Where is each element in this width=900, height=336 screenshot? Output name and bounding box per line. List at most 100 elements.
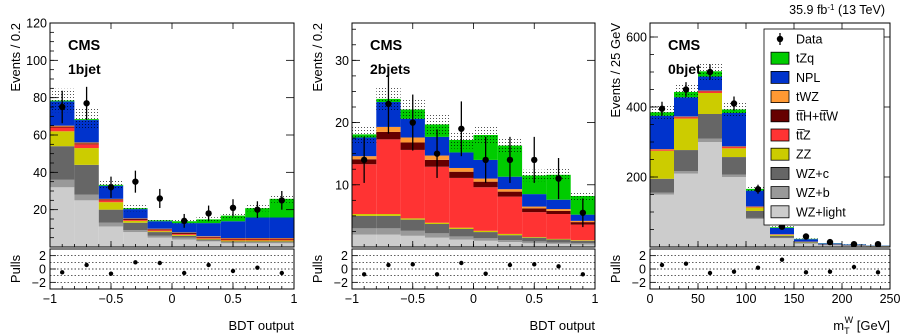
bar-segment [818, 245, 842, 247]
experiment-label: CMS [68, 38, 101, 54]
bar-segment [650, 194, 674, 247]
series-zz [352, 214, 595, 241]
data-point [730, 100, 738, 107]
bar-segment [376, 215, 401, 229]
pull-point [60, 270, 65, 275]
bar-segment [147, 228, 172, 230]
bar-segment [74, 142, 99, 144]
bar-segment [245, 240, 270, 242]
bar-segment [497, 235, 523, 241]
bar-segment [570, 240, 595, 244]
pull-point [206, 262, 211, 268]
legend-label: tZq [796, 52, 814, 66]
bar-segment [74, 144, 99, 149]
bar-segment [220, 221, 246, 239]
bar-segment [269, 217, 294, 239]
data-point [658, 105, 666, 112]
bar-segment [722, 148, 746, 158]
bar-segment [74, 200, 99, 247]
y-tick-label: 10 [335, 178, 349, 192]
pull-point [483, 271, 488, 276]
bar-segment [770, 227, 794, 235]
pulls-axis-title: Pulls [608, 254, 623, 283]
category-label: 1bjet [68, 61, 101, 77]
bar-segment [147, 231, 172, 233]
y-tick-label: 400 [626, 101, 647, 115]
data-point [579, 209, 587, 216]
bar-segment [473, 181, 498, 188]
bar-segment [650, 149, 674, 151]
pull-point [707, 270, 713, 276]
x-tick-label: −0.5 [400, 292, 425, 306]
y-tick-label: 60 [33, 129, 47, 143]
series-wz-b [352, 228, 595, 245]
pull-point [182, 270, 187, 276]
bar-segment [147, 235, 172, 238]
pull-point [255, 265, 260, 270]
pull-point [683, 261, 689, 266]
bar-segment [123, 220, 148, 223]
legend: Data tZq NPL tWZ tt̅H+tt̅W tt̅Z ZZ WZ+c WZ+b WZ+l… [763, 28, 885, 226]
legend-swatch [770, 186, 790, 200]
uncertainty-band [424, 114, 450, 135]
x-axis-title: BDT output [529, 318, 595, 333]
bar-segment [650, 115, 674, 149]
series-twz [50, 125, 294, 239]
bar-segment [473, 232, 498, 239]
data-point [156, 195, 163, 202]
bar-segment [770, 235, 794, 238]
bar-segment [570, 243, 595, 245]
bar-segment [269, 238, 294, 239]
bar-segment [400, 218, 425, 220]
bar-segment [522, 237, 547, 238]
data-point [385, 100, 392, 108]
uncertainty-band [473, 126, 498, 144]
pull-point [731, 269, 737, 274]
bar-segment [497, 233, 523, 236]
bar-segment [50, 127, 75, 132]
bar-segment [546, 214, 571, 239]
bar-segment [196, 240, 221, 242]
data-point [254, 206, 261, 213]
bar-segment [746, 207, 770, 211]
x-tick-label: −0.5 [99, 292, 124, 306]
bar-segment [722, 174, 746, 177]
bar-segment [424, 222, 450, 224]
bar-segment [722, 112, 746, 147]
legend-entry: tt̅Z [770, 129, 811, 143]
pull-point [580, 272, 586, 277]
bar-segment [220, 215, 246, 222]
y-tick-label: 30 [335, 54, 349, 68]
bar-segment [172, 223, 197, 233]
x-tick-label: −1 [345, 292, 359, 306]
legend-swatch [770, 109, 790, 123]
series-wz-c [352, 215, 595, 244]
bar-segment [74, 164, 99, 195]
x-tick-label: −1 [43, 292, 57, 306]
bar-segment [650, 178, 674, 193]
bar-segment [245, 238, 270, 239]
bar-segment [449, 227, 474, 229]
bar-segment [449, 167, 474, 172]
bar-segment [424, 233, 450, 238]
legend-label: tWZ [796, 90, 819, 104]
bar-segment [352, 234, 377, 247]
main-frame [649, 22, 891, 248]
bar-segment [473, 230, 498, 233]
bar-segment [473, 238, 498, 241]
pull-point [459, 260, 464, 266]
bar-segment [98, 226, 124, 247]
data-point [59, 103, 66, 111]
legend-entry: NPL [770, 71, 820, 85]
bar-segment [50, 179, 75, 188]
pull-point [410, 262, 415, 267]
legend-entry: tt̅H+tt̅W [770, 109, 838, 123]
pull-point [157, 260, 162, 266]
legend-entry: Data [776, 33, 822, 47]
legend-swatch [770, 71, 790, 84]
bar-segment [245, 238, 270, 240]
legend-swatch [770, 205, 790, 219]
bar-segment [172, 232, 197, 233]
pulls-y-tick-label: 2 [39, 249, 46, 263]
pull-point [230, 268, 236, 274]
